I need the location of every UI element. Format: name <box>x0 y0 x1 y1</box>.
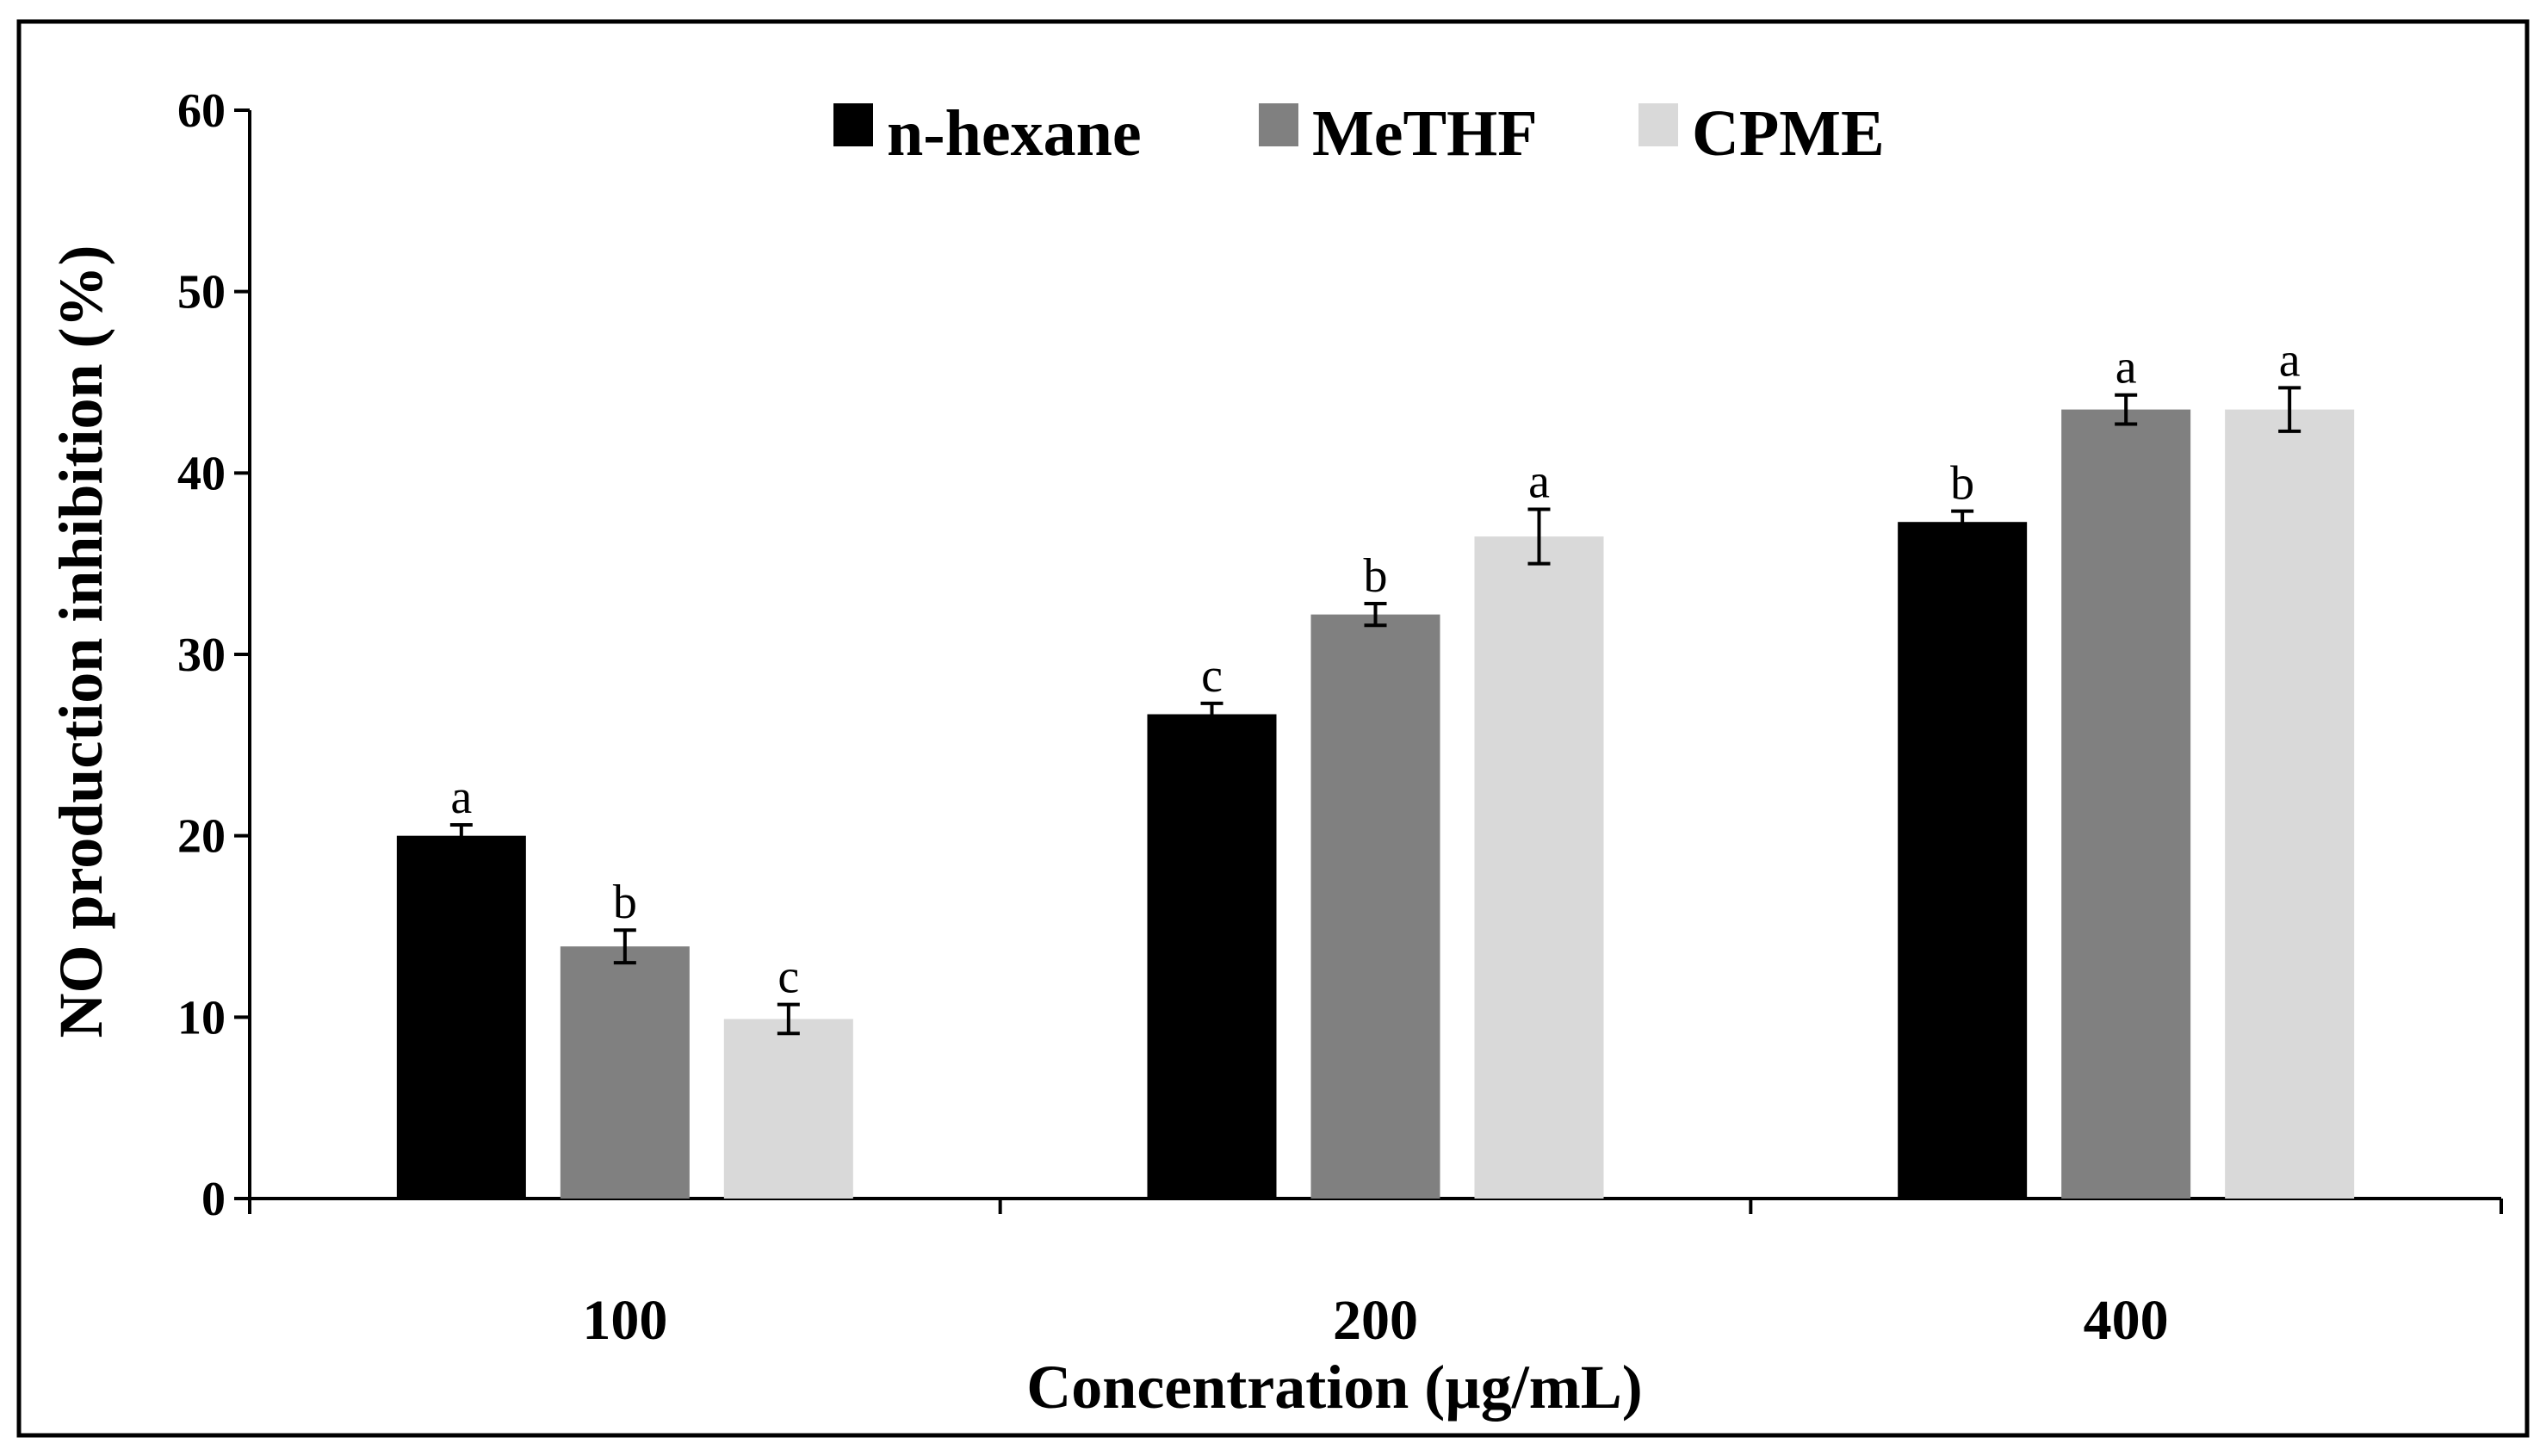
error-bar <box>613 928 636 965</box>
legend-swatch <box>833 103 873 146</box>
bar-group: a b c c b a b a a <box>396 333 2355 1199</box>
error-bar <box>2278 386 2301 433</box>
x-category-label: 400 <box>2084 1289 2169 1352</box>
error-bar <box>449 823 473 849</box>
significance-label: b <box>1364 549 1388 603</box>
error-bar <box>1200 701 1223 728</box>
bar <box>1474 536 1604 1199</box>
error-bar <box>1364 602 1387 628</box>
legend-item: CPME <box>1638 97 1885 170</box>
bar <box>2225 409 2355 1199</box>
significance-label: b <box>1950 457 1974 511</box>
bar <box>396 835 526 1199</box>
legend-item: n-hexane <box>833 97 1142 170</box>
y-tick-label: 50 <box>177 266 226 319</box>
bar <box>2061 409 2191 1199</box>
x-axis-title: Concentration (µg/mL) <box>1026 1353 1642 1422</box>
bar <box>1147 714 1277 1199</box>
legend: n-hexane MeTHF CPME <box>833 97 1885 170</box>
y-tick-label: 0 <box>201 1173 226 1226</box>
y-tick-label: 10 <box>177 991 226 1044</box>
significance-label: a <box>450 771 472 824</box>
error-bar <box>1951 509 1974 535</box>
y-tick-label: 60 <box>177 84 226 138</box>
significance-label: a <box>2115 341 2137 394</box>
significance-label: a <box>2279 333 2301 387</box>
significance-label: c <box>1201 649 1223 703</box>
legend-label: MeTHF <box>1312 97 1538 170</box>
legend-label: CPME <box>1692 97 1885 170</box>
legend-label: n-hexane <box>887 97 1142 170</box>
legend-swatch <box>1638 103 1678 146</box>
bar <box>723 1019 853 1199</box>
legend-swatch <box>1259 103 1298 146</box>
bar <box>560 946 690 1199</box>
y-axis: 0 10 20 30 40 50 60 <box>177 84 251 1226</box>
x-category-label: 200 <box>1333 1289 1418 1352</box>
y-tick-label: 30 <box>177 629 226 682</box>
bar <box>1310 614 1440 1199</box>
error-bar <box>777 1002 800 1036</box>
legend-item: MeTHF <box>1259 97 1538 170</box>
error-bar <box>1527 507 1551 566</box>
error-bar <box>2115 393 2138 426</box>
y-tick-label: 40 <box>177 447 226 500</box>
y-axis-title: NO production inhibition (%) <box>46 245 115 1038</box>
bar <box>1898 522 2028 1199</box>
significance-label: a <box>1528 455 1550 508</box>
significance-label: b <box>613 876 637 929</box>
x-category-label: 100 <box>582 1289 667 1352</box>
significance-label: c <box>777 951 799 1004</box>
y-tick-label: 20 <box>177 810 226 864</box>
